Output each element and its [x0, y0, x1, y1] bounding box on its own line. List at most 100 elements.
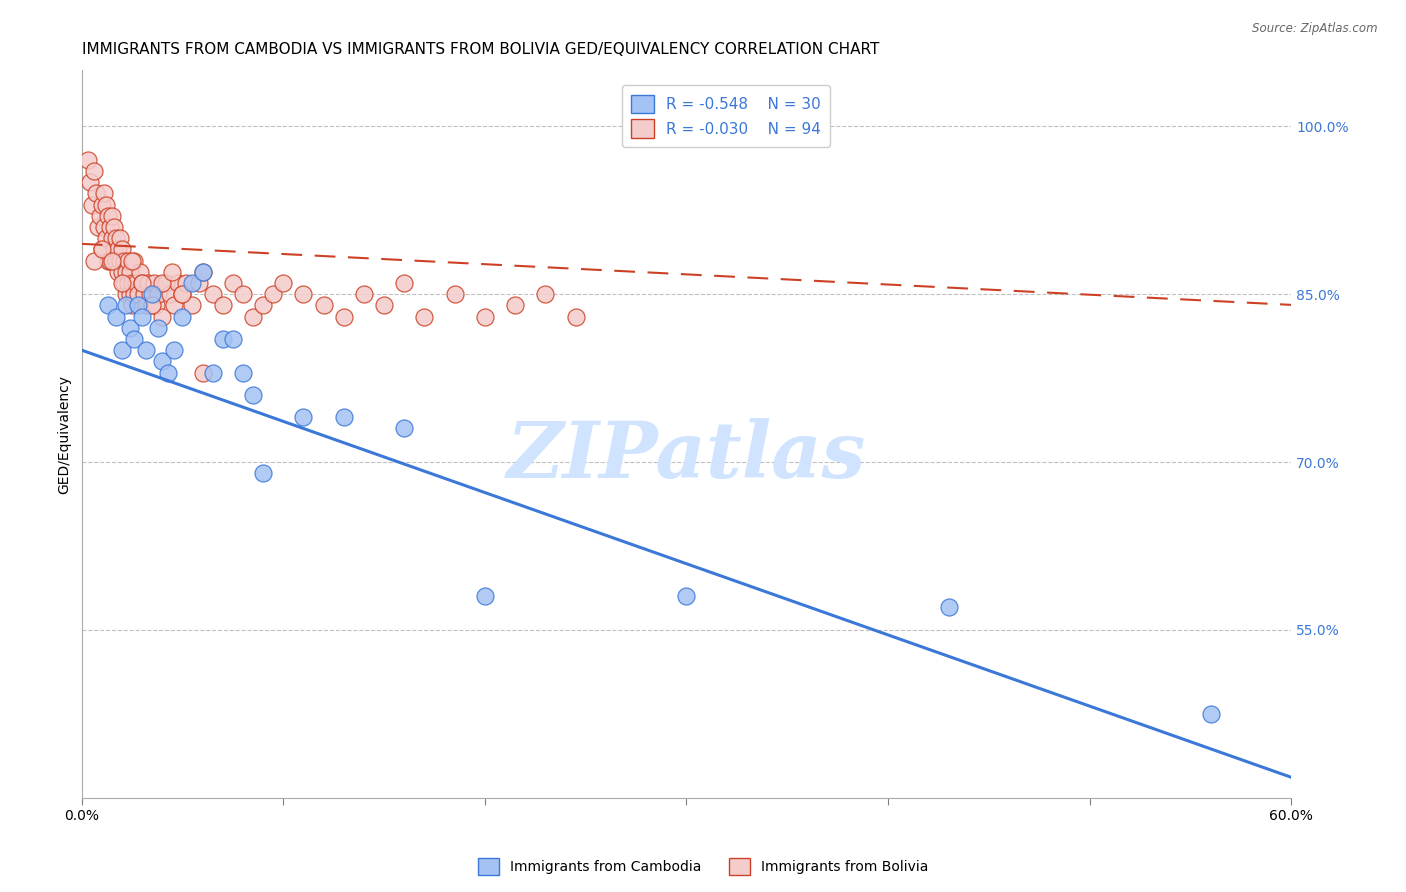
- Point: [90, 243, 112, 257]
- Point: [94, 197, 117, 211]
- Point: [90, 197, 112, 211]
- Point: [121, 276, 143, 290]
- Point: [143, 276, 166, 290]
- Point: [157, 366, 180, 380]
- Point: [534, 287, 557, 301]
- Point: [232, 366, 254, 380]
- Point: [93, 220, 115, 235]
- Point: [87, 220, 110, 235]
- Point: [148, 287, 170, 301]
- Point: [112, 253, 135, 268]
- Point: [443, 287, 465, 301]
- Point: [83, 164, 105, 178]
- Point: [98, 220, 121, 235]
- Point: [474, 310, 496, 324]
- Point: [159, 287, 181, 301]
- Point: [108, 253, 131, 268]
- Point: [112, 276, 135, 290]
- Point: [89, 209, 111, 223]
- Point: [392, 276, 415, 290]
- Point: [150, 276, 173, 290]
- Point: [101, 209, 124, 223]
- Point: [413, 310, 436, 324]
- Point: [262, 287, 284, 301]
- Point: [118, 265, 141, 279]
- Point: [675, 589, 697, 603]
- Point: [122, 287, 145, 301]
- Point: [76, 153, 98, 167]
- Point: [172, 287, 194, 301]
- Point: [115, 287, 138, 301]
- Point: [373, 298, 395, 312]
- Point: [97, 253, 120, 268]
- Point: [148, 320, 170, 334]
- Point: [353, 287, 375, 301]
- Point: [211, 332, 233, 346]
- Point: [474, 589, 496, 603]
- Legend: Immigrants from Cambodia, Immigrants from Bolivia: Immigrants from Cambodia, Immigrants fro…: [472, 853, 934, 880]
- Point: [136, 276, 159, 290]
- Point: [191, 265, 214, 279]
- Point: [292, 287, 315, 301]
- Point: [90, 243, 112, 257]
- Point: [122, 253, 145, 268]
- Point: [271, 276, 294, 290]
- Point: [107, 243, 129, 257]
- Point: [332, 310, 354, 324]
- Point: [94, 231, 117, 245]
- Point: [141, 298, 163, 312]
- Point: [135, 343, 157, 358]
- Point: [131, 276, 153, 290]
- Point: [101, 231, 124, 245]
- Point: [111, 265, 134, 279]
- Point: [252, 467, 274, 481]
- Point: [97, 209, 120, 223]
- Point: [125, 276, 148, 290]
- Point: [292, 410, 315, 425]
- Point: [222, 332, 245, 346]
- Point: [191, 366, 214, 380]
- Point: [84, 186, 107, 201]
- Point: [163, 298, 186, 312]
- Point: [115, 298, 138, 312]
- Point: [172, 287, 194, 301]
- Point: [118, 320, 141, 334]
- Point: [80, 197, 103, 211]
- Point: [117, 253, 139, 268]
- Point: [98, 253, 121, 268]
- Text: Source: ZipAtlas.com: Source: ZipAtlas.com: [1253, 22, 1378, 36]
- Point: [201, 366, 224, 380]
- Point: [222, 276, 245, 290]
- Point: [104, 253, 127, 268]
- Point: [155, 276, 177, 290]
- Text: IMMIGRANTS FROM CAMBODIA VS IMMIGRANTS FROM BOLIVIA GED/EQUIVALENCY CORRELATION : IMMIGRANTS FROM CAMBODIA VS IMMIGRANTS F…: [82, 42, 879, 57]
- Point: [172, 310, 194, 324]
- Point: [93, 186, 115, 201]
- Point: [392, 421, 415, 435]
- Point: [118, 287, 141, 301]
- Point: [564, 310, 586, 324]
- Point: [150, 310, 173, 324]
- Point: [176, 276, 198, 290]
- Text: ZIPatlas: ZIPatlas: [506, 417, 866, 494]
- Legend: R = -0.548    N = 30, R = -0.030    N = 94: R = -0.548 N = 30, R = -0.030 N = 94: [621, 86, 830, 147]
- Point: [121, 253, 143, 268]
- Point: [111, 343, 134, 358]
- Point: [117, 276, 139, 290]
- Point: [111, 243, 134, 257]
- Point: [201, 287, 224, 301]
- Point: [252, 298, 274, 312]
- Point: [938, 600, 960, 615]
- Point: [127, 298, 149, 312]
- Point: [129, 265, 152, 279]
- Point: [121, 298, 143, 312]
- Point: [141, 298, 163, 312]
- Point: [232, 287, 254, 301]
- Point: [79, 175, 101, 189]
- Point: [131, 276, 153, 290]
- Point: [145, 298, 167, 312]
- Point: [191, 265, 214, 279]
- Point: [181, 276, 204, 290]
- Point: [162, 265, 184, 279]
- Point: [187, 276, 209, 290]
